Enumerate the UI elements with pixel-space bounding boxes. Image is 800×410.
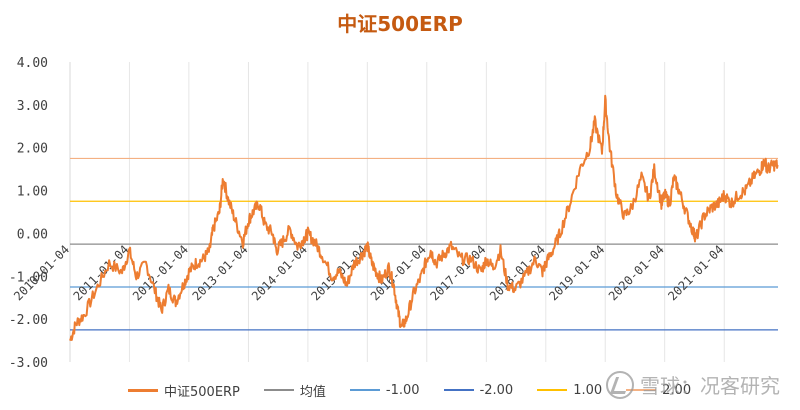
y-tick-label: 0.00 — [17, 227, 48, 242]
legend-item: 1.00 — [537, 383, 602, 398]
legend: 中证500ERP 均值 -1.00 -2.00 1.00 2.00 — [128, 378, 715, 402]
y-tick-label: 2.00 — [17, 142, 48, 157]
series-group — [69, 94, 779, 341]
x-tick-label: 2021-01-04 — [665, 242, 726, 303]
legend-label: -2.00 — [479, 382, 514, 398]
y-tick-label: -1.00 — [9, 270, 48, 285]
y-tick-label: -3.00 — [9, 356, 48, 371]
series-line — [69, 94, 779, 341]
legend-item: 2.00 — [626, 383, 691, 398]
legend-item: 中证500ERP — [128, 381, 240, 400]
watermark-text: 雪球：况客研究 — [640, 374, 780, 398]
x-tick-label: 2020-01-04 — [606, 242, 667, 303]
legend-label: 2.00 — [662, 382, 692, 398]
y-tick-label: -2.00 — [9, 313, 48, 328]
y-axis-labels: 4.00 3.00 2.00 1.00 0.00 -1.00 -2.00 -3.00 — [9, 56, 48, 371]
y-tick-label: 4.00 — [17, 56, 48, 71]
legend-swatch — [443, 389, 474, 391]
legend-item: -1.00 — [349, 382, 420, 398]
x-tick-label: 2018-01-04 — [487, 242, 548, 303]
x-tick-label: 2013-01-04 — [190, 242, 251, 303]
legend-label: -1.00 — [385, 382, 420, 398]
legend-swatch — [263, 389, 294, 391]
snowball-logo-icon — [606, 370, 634, 399]
legend-item: 均值 — [263, 381, 326, 400]
legend-swatch — [349, 389, 380, 391]
x-tick-label: 2014-01-04 — [249, 242, 310, 303]
legend-label: 中证500ERP — [164, 384, 240, 400]
legend-item: -2.00 — [443, 382, 514, 398]
legend-swatch — [626, 389, 657, 391]
legend-swatch — [128, 388, 158, 392]
legend-label: 均值 — [299, 384, 326, 400]
y-tick-label: 1.00 — [17, 185, 48, 200]
chart-title: 中证500ERP — [337, 12, 463, 36]
legend-label: 1.00 — [573, 382, 603, 398]
y-tick-label: 3.00 — [17, 99, 48, 114]
x-tick-label: 2019-01-04 — [546, 242, 607, 303]
watermark: 雪球：况客研究 — [606, 370, 780, 399]
legend-swatch — [537, 389, 568, 391]
